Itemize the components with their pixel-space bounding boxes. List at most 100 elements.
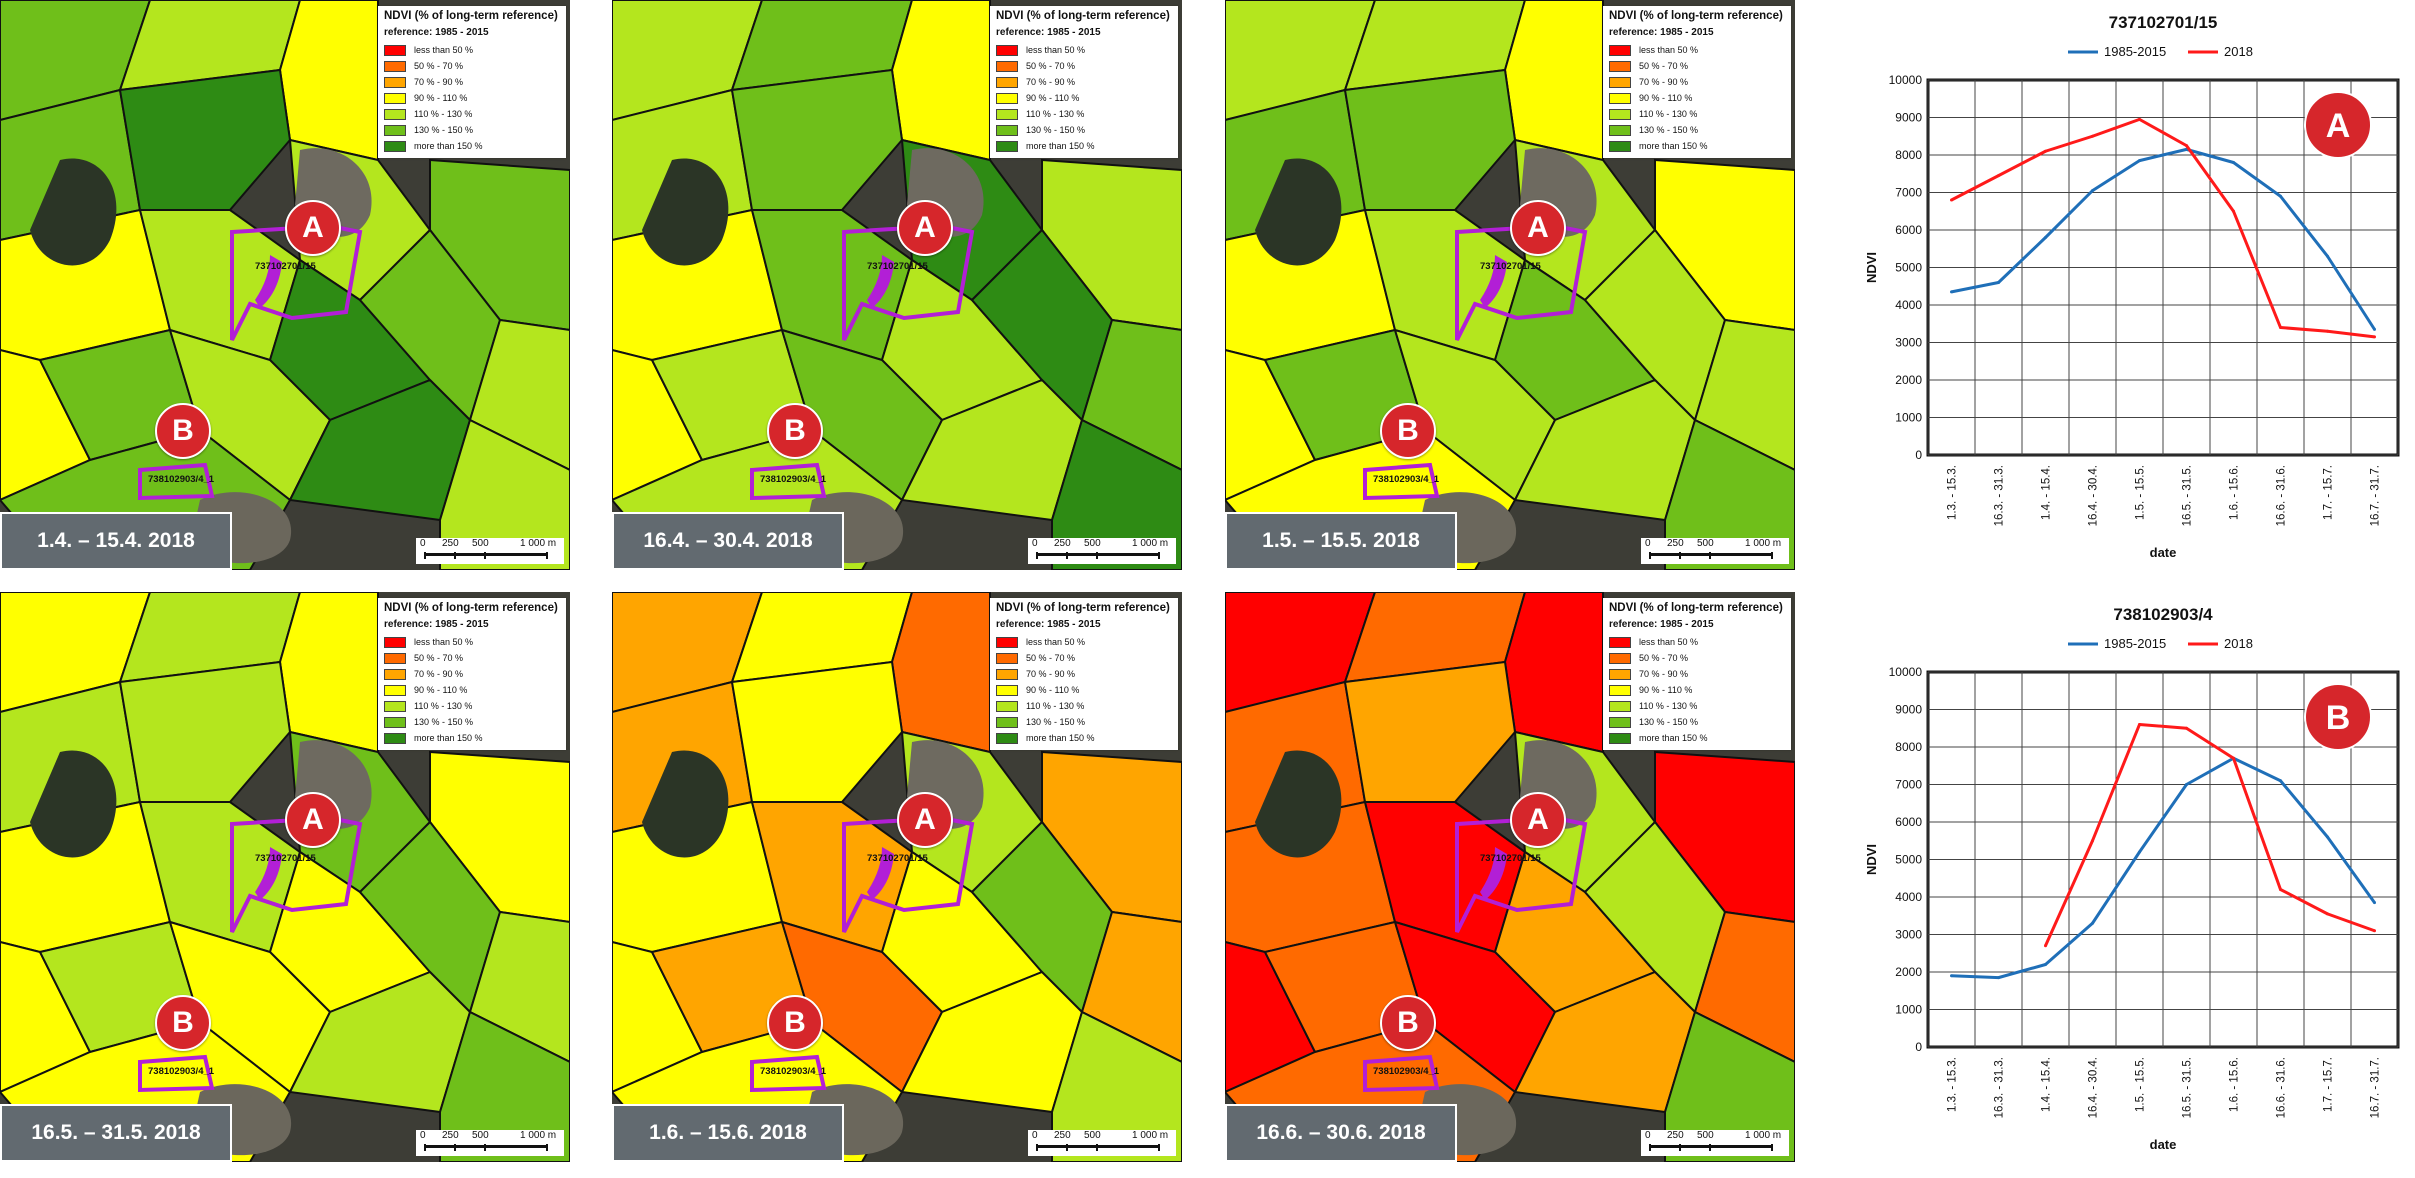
series-line bbox=[1951, 147, 2376, 331]
data-point bbox=[2232, 161, 2235, 164]
data-point bbox=[1997, 281, 2000, 284]
legend-title: NDVI (% of long-term reference) bbox=[384, 10, 558, 22]
scale-bar: 0 250 500 1 000 m bbox=[416, 1130, 564, 1156]
data-point bbox=[2185, 726, 2188, 730]
field-polygon bbox=[118, 660, 292, 803]
scale-tick bbox=[1066, 1144, 1068, 1151]
marker-b: B bbox=[767, 403, 823, 459]
scale-tick bbox=[546, 552, 548, 559]
legend-label: 50 % - 70 % bbox=[1026, 61, 1076, 71]
y-tick-label: 0 bbox=[1915, 1040, 1922, 1054]
parcel-b-outline bbox=[138, 1054, 215, 1093]
data-point bbox=[2279, 326, 2282, 329]
y-tick-label: 4000 bbox=[1895, 890, 1922, 904]
x-tick-label: 1.7. - 15.7. bbox=[2323, 1057, 2335, 1112]
legend-swatch bbox=[384, 653, 406, 664]
scale-label: 0 bbox=[420, 538, 426, 549]
y-tick-label: 10000 bbox=[1889, 665, 1923, 679]
marker-a: A bbox=[1510, 792, 1566, 848]
scale-label: 500 bbox=[1697, 1130, 1714, 1141]
marker-b: B bbox=[1380, 995, 1436, 1051]
data-point bbox=[1997, 174, 2000, 178]
legend-entry: 2018 bbox=[2224, 636, 2253, 651]
parcel-b-label: 738102903/4_1 bbox=[1373, 474, 1440, 485]
legend-swatch bbox=[996, 125, 1018, 136]
field-polygon bbox=[890, 592, 991, 754]
legend-label: 90 % - 110 % bbox=[1026, 685, 1080, 695]
y-tick-label: 10000 bbox=[1889, 73, 1923, 87]
legend-label: 50 % - 70 % bbox=[1639, 653, 1689, 663]
scale-label: 250 bbox=[1054, 1130, 1071, 1141]
scale-tick bbox=[1066, 552, 1068, 559]
date-label: 1.4. – 15.4. 2018 bbox=[0, 512, 232, 570]
field-polygon bbox=[1051, 418, 1182, 570]
chart-b-svg: 738102903/4 1985-2015 2018 0 1000 2000 3000 400… bbox=[1864, 605, 2400, 1152]
data-point bbox=[2373, 335, 2376, 339]
marker-a: A bbox=[897, 200, 953, 256]
legend-label: less than 50 % bbox=[414, 637, 474, 647]
legend-label: 70 % - 90 % bbox=[1639, 77, 1689, 87]
scale-label: 250 bbox=[442, 538, 459, 549]
field-polygon bbox=[730, 660, 904, 803]
legend-label: less than 50 % bbox=[1639, 45, 1699, 55]
field-polygon bbox=[1503, 592, 1604, 754]
date-label: 16.6. – 30.6. 2018 bbox=[1225, 1104, 1457, 1162]
y-tick-label: 4000 bbox=[1895, 298, 1922, 312]
y-tick-label: 5000 bbox=[1895, 261, 1922, 275]
x-tick-label: 1.5. - 15.5. bbox=[2135, 465, 2147, 520]
parcel-a-inner-shape bbox=[867, 847, 894, 900]
legend-swatch bbox=[1609, 141, 1631, 152]
legend-title: NDVI (% of long-term reference) bbox=[996, 10, 1170, 22]
map-panel: NDVI (% of long-term reference) reference… bbox=[1225, 592, 1795, 1162]
legend-swatch bbox=[996, 637, 1018, 648]
data-point bbox=[2279, 194, 2282, 198]
field-polygon bbox=[1343, 660, 1517, 803]
scale-bar: 0 250 500 1 000 m bbox=[1028, 1130, 1176, 1156]
data-point bbox=[2232, 209, 2235, 213]
map-legend: NDVI (% of long-term reference) reference… bbox=[378, 6, 566, 158]
scale-tick bbox=[424, 1144, 426, 1151]
x-tick-label: 1.3. - 15.3. bbox=[1947, 1057, 1959, 1112]
legend-label: 90 % - 110 % bbox=[1639, 685, 1693, 695]
parcel-b-outline bbox=[138, 462, 215, 501]
field-polygon bbox=[278, 592, 379, 754]
scale-tick bbox=[1158, 552, 1160, 559]
legend-title: NDVI (% of long-term reference) bbox=[1609, 602, 1783, 614]
x-tick-label: 1.6. - 15.6. bbox=[2229, 465, 2241, 520]
map-panel: NDVI (% of long-term reference) reference… bbox=[612, 0, 1182, 570]
scale-label: 500 bbox=[472, 1130, 489, 1141]
parcel-a-inner-shape bbox=[1480, 255, 1507, 308]
forest-patch bbox=[1255, 158, 1342, 266]
field-polygon bbox=[439, 1010, 570, 1162]
x-tick-label: 16.6. - 31.6. bbox=[2276, 1057, 2288, 1118]
legend-label: more than 150 % bbox=[414, 733, 483, 743]
data-point bbox=[2326, 329, 2329, 333]
chart-marker-badge bbox=[2304, 683, 2372, 751]
legend-swatch bbox=[384, 93, 406, 104]
legend-label: 130 % - 150 % bbox=[1639, 125, 1699, 135]
scale-tick bbox=[484, 552, 486, 559]
legend-swatch bbox=[384, 45, 406, 56]
field-polygon bbox=[1664, 1010, 1795, 1162]
legend-swatch bbox=[384, 717, 406, 728]
legend-swatch bbox=[384, 141, 406, 152]
date-label: 1.6. – 15.6. 2018 bbox=[612, 1104, 844, 1162]
scale-label: 0 bbox=[1645, 538, 1651, 549]
legend-swatch bbox=[384, 701, 406, 712]
legend-label: 110 % - 130 % bbox=[1026, 701, 1085, 711]
legend-label: more than 150 % bbox=[1026, 733, 1095, 743]
scale-tick bbox=[1679, 552, 1681, 559]
data-point bbox=[2138, 117, 2141, 121]
legend-swatch bbox=[996, 669, 1018, 680]
legend-label: 110 % - 130 % bbox=[1639, 701, 1698, 711]
x-tick-label: 16.4. - 30.4. bbox=[2088, 1057, 2100, 1118]
data-point bbox=[1950, 974, 1953, 978]
scale-bar: 0 250 500 1 000 m bbox=[1028, 538, 1176, 564]
legend-label: more than 150 % bbox=[1639, 733, 1708, 743]
map-legend: NDVI (% of long-term reference) reference… bbox=[1603, 598, 1791, 750]
data-point bbox=[2326, 912, 2329, 916]
legend-reference: reference: 1985 - 2015 bbox=[1609, 27, 1714, 38]
scale-tick bbox=[1709, 552, 1711, 559]
legend-label: 70 % - 90 % bbox=[414, 77, 464, 87]
scale-tick bbox=[1679, 1144, 1681, 1151]
